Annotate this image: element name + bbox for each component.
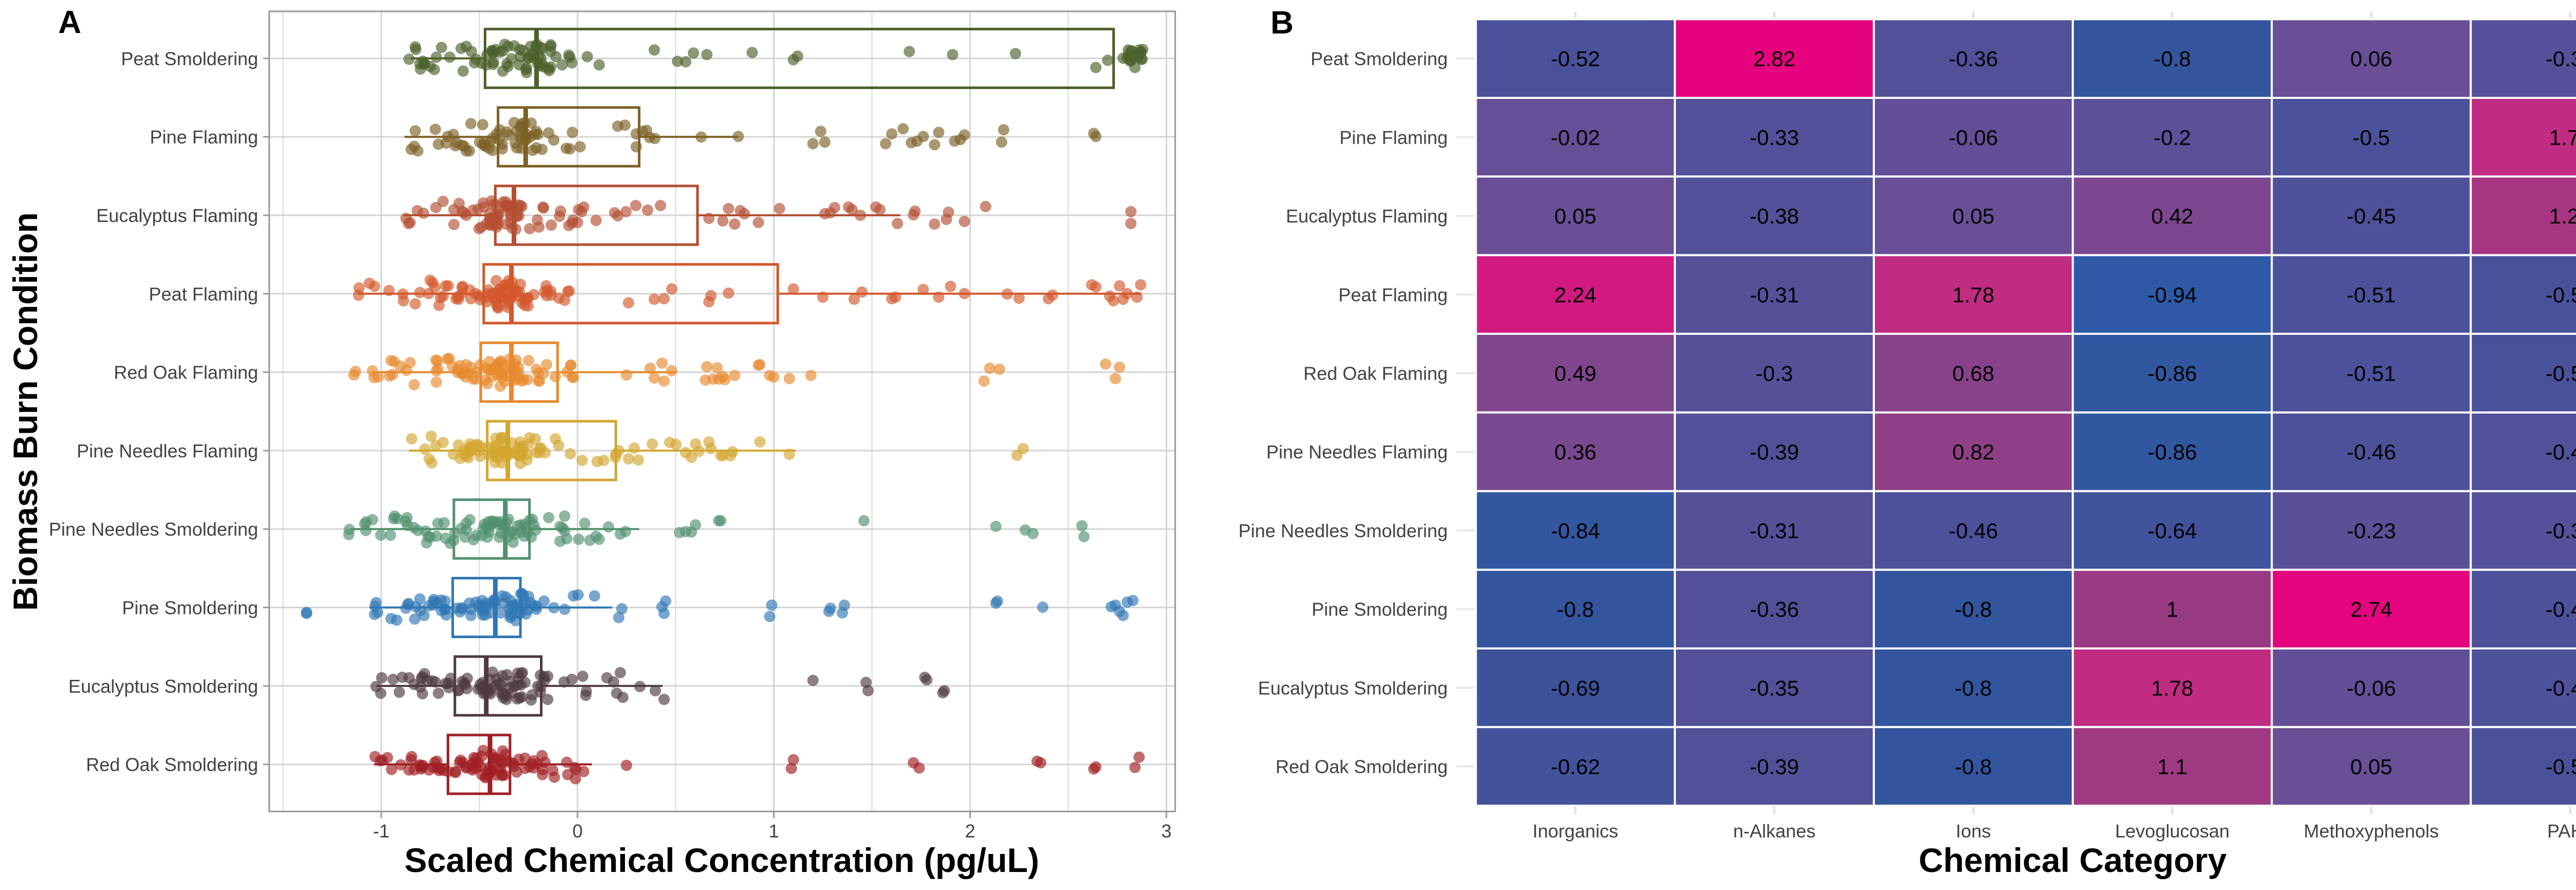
svg-text:Eucalyptus Flaming: Eucalyptus Flaming [96,205,258,226]
svg-text:-0.52: -0.52 [2546,755,2576,779]
svg-text:-0.36: -0.36 [1750,597,1799,622]
svg-text:-0.35: -0.35 [1750,676,1799,700]
svg-text:Pine Flaming: Pine Flaming [150,127,258,148]
svg-text:-0.64: -0.64 [2148,519,2197,543]
svg-text:Pine Flaming: Pine Flaming [1340,127,1448,148]
svg-text:2.24: 2.24 [1554,283,1597,307]
svg-text:-0.47: -0.47 [2546,676,2576,700]
svg-text:n-Alkanes: n-Alkanes [1733,820,1816,842]
svg-text:-0.32: -0.32 [2546,519,2576,543]
svg-text:Peat Flaming: Peat Flaming [149,283,258,304]
svg-text:-0.5: -0.5 [2352,125,2389,149]
svg-text:PAHs: PAHs [2547,820,2576,842]
svg-text:Levoglucosan: Levoglucosan [2115,820,2229,842]
svg-text:-0.62: -0.62 [1551,755,1600,779]
svg-text:Pine Needles Smoldering: Pine Needles Smoldering [49,519,258,540]
svg-text:-0.31: -0.31 [1750,283,1799,307]
svg-text:1.1: 1.1 [2157,755,2187,779]
svg-text:Pine Smoldering: Pine Smoldering [122,597,258,619]
svg-text:Eucalyptus Flaming: Eucalyptus Flaming [1286,206,1448,227]
svg-text:-0.46: -0.46 [1948,519,1998,543]
svg-text:1.78: 1.78 [1952,283,1994,307]
svg-text:Biomass Burn Condition: Biomass Burn Condition [6,212,44,611]
svg-text:-0.02: -0.02 [1551,125,1600,149]
svg-text:-1: -1 [373,820,389,842]
svg-text:-0.2: -0.2 [2154,125,2191,149]
svg-text:2.74: 2.74 [2350,597,2393,622]
svg-text:Red Oak Smoldering: Red Oak Smoldering [86,754,258,775]
svg-text:0.06: 0.06 [2350,47,2393,71]
svg-text:0.82: 0.82 [1952,440,1994,464]
svg-text:-0.8: -0.8 [1955,755,1992,779]
svg-text:0: 0 [572,820,583,842]
svg-text:1.78: 1.78 [2151,676,2194,700]
svg-text:-0.3: -0.3 [1756,362,1793,386]
svg-text:0.05: 0.05 [1554,204,1597,228]
svg-text:0.42: 0.42 [2151,204,2194,228]
svg-text:Pine Needles Smoldering: Pine Needles Smoldering [1239,520,1448,541]
svg-text:-0.38: -0.38 [1750,204,1799,228]
svg-text:1.29: 1.29 [2549,204,2576,228]
svg-text:3: 3 [1161,820,1172,842]
svg-text:-0.42: -0.42 [2546,440,2576,464]
svg-text:Pine Needles Flaming: Pine Needles Flaming [77,440,258,461]
svg-text:-0.94: -0.94 [2148,283,2197,307]
svg-text:-0.53: -0.53 [2546,362,2576,386]
svg-text:-0.46: -0.46 [2546,597,2576,622]
svg-text:-0.8: -0.8 [2154,47,2191,71]
svg-text:Pine Needles Flaming: Pine Needles Flaming [1266,441,1448,463]
svg-text:-0.51: -0.51 [2347,362,2396,386]
svg-text:-0.06: -0.06 [1948,125,1998,149]
svg-text:Peat Flaming: Peat Flaming [1338,284,1448,305]
svg-text:0.05: 0.05 [2350,755,2393,779]
svg-text:Red Oak Flaming: Red Oak Flaming [114,362,258,383]
svg-text:-0.46: -0.46 [2347,440,2396,464]
svg-text:-0.8: -0.8 [1955,597,1992,622]
svg-text:-0.69: -0.69 [1551,676,1600,700]
svg-text:Red Oak Flaming: Red Oak Flaming [1303,363,1448,384]
svg-text:Ions: Ions [1956,820,1991,842]
svg-text:Red Oak Smoldering: Red Oak Smoldering [1276,756,1448,777]
svg-text:Peat Smoldering: Peat Smoldering [1311,48,1448,70]
svg-text:-0.51: -0.51 [2347,283,2396,307]
svg-text:Peat Smoldering: Peat Smoldering [121,48,258,69]
svg-text:Methoxyphenols: Methoxyphenols [2304,820,2439,842]
svg-text:0.49: 0.49 [1554,362,1597,386]
svg-text:0.05: 0.05 [1952,204,1994,228]
svg-text:-0.31: -0.31 [1750,519,1799,543]
svg-text:-0.39: -0.39 [1750,755,1799,779]
svg-text:-0.39: -0.39 [1750,440,1799,464]
svg-text:0.36: 0.36 [1554,440,1597,464]
svg-text:-0.84: -0.84 [1551,519,1600,543]
svg-text:-0.86: -0.86 [2148,362,2197,386]
svg-text:-0.86: -0.86 [2148,440,2197,464]
svg-text:1: 1 [2166,597,2178,622]
svg-text:Inorganics: Inorganics [1533,820,1618,842]
svg-text:Pine Smoldering: Pine Smoldering [1312,599,1448,620]
svg-text:-0.8: -0.8 [1955,676,1992,700]
svg-text:Chemical Category: Chemical Category [1919,841,2227,879]
svg-text:-0.8: -0.8 [1557,597,1594,622]
svg-text:-0.45: -0.45 [2347,204,2396,228]
svg-text:-0.33: -0.33 [1750,125,1799,149]
svg-text:0.68: 0.68 [1952,362,1994,386]
svg-text:2.82: 2.82 [1753,47,1795,71]
svg-text:1.78: 1.78 [2549,125,2576,149]
svg-text:-0.06: -0.06 [2347,676,2396,700]
svg-text:A: A [58,5,81,40]
svg-text:2: 2 [965,820,975,842]
svg-text:-0.23: -0.23 [2347,519,2396,543]
svg-text:Scaled Chemical Concentration: Scaled Chemical Concentration (pg/uL) [404,841,1039,879]
svg-text:-0.36: -0.36 [1948,47,1998,71]
svg-text:Eucalyptus Smoldering: Eucalyptus Smoldering [69,676,258,697]
svg-text:1: 1 [769,820,779,842]
svg-text:-0.52: -0.52 [1551,47,1600,71]
svg-text:B: B [1270,5,1294,41]
svg-text:-0.32: -0.32 [2546,47,2576,71]
svg-text:-0.54: -0.54 [2546,283,2576,307]
svg-text:Eucalyptus Smoldering: Eucalyptus Smoldering [1258,677,1448,698]
